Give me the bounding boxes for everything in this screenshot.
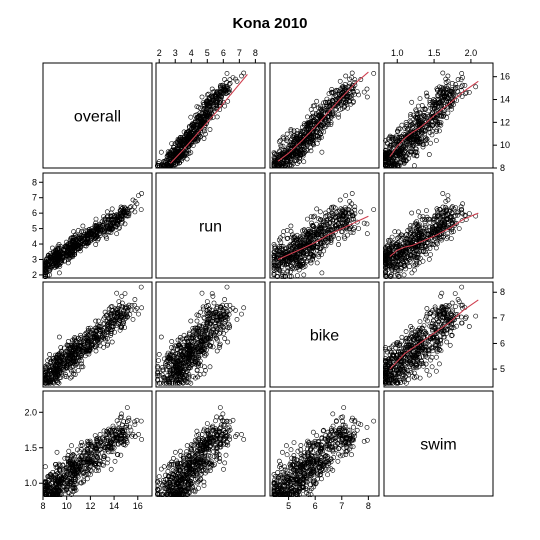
panel-bike-overall xyxy=(42,281,153,388)
data-point xyxy=(204,98,210,104)
data-point xyxy=(220,91,226,97)
data-point xyxy=(171,145,177,150)
data-point xyxy=(194,104,200,109)
data-point xyxy=(208,102,213,108)
data-point xyxy=(194,112,200,117)
data-point xyxy=(199,94,205,100)
data-point xyxy=(218,83,223,88)
data-point xyxy=(169,141,175,146)
data-point xyxy=(164,163,169,169)
data-point xyxy=(186,136,192,141)
data-point xyxy=(224,80,229,85)
panel-overall-bike xyxy=(269,62,380,169)
data-point xyxy=(210,94,216,100)
data-point xyxy=(201,101,206,107)
variable-label-overall: overall xyxy=(74,109,121,126)
panel-frame xyxy=(42,62,153,169)
data-point xyxy=(170,156,176,162)
data-point xyxy=(167,150,173,155)
data-point xyxy=(239,73,244,79)
panel-bike-run xyxy=(155,281,266,388)
panel-run-run: run xyxy=(155,172,266,279)
data-point xyxy=(197,110,203,116)
data-point xyxy=(208,100,214,106)
data-point xyxy=(177,140,183,146)
data-point xyxy=(234,78,240,84)
data-point xyxy=(196,117,202,122)
data-point xyxy=(190,131,195,136)
data-point xyxy=(211,89,217,94)
data-point xyxy=(204,115,210,121)
data-point xyxy=(194,130,200,136)
data-point xyxy=(166,163,172,169)
data-point xyxy=(175,159,181,164)
data-point xyxy=(192,137,198,143)
data-point xyxy=(190,136,195,142)
panel-overall-overall: overall xyxy=(42,62,153,169)
data-point xyxy=(333,87,339,93)
data-point xyxy=(180,140,186,146)
data-point xyxy=(196,128,202,134)
panel-run-bike xyxy=(269,172,380,279)
data-point xyxy=(213,99,219,105)
data-point xyxy=(156,159,162,165)
data-point xyxy=(170,158,176,163)
data-point xyxy=(188,114,194,120)
variable-label-run: run xyxy=(199,219,222,236)
data-point xyxy=(227,77,233,83)
data-point xyxy=(181,129,187,135)
data-point xyxy=(186,133,191,139)
data-point xyxy=(178,146,184,151)
data-point xyxy=(158,149,164,155)
data-point xyxy=(220,88,226,93)
data-point xyxy=(215,91,220,96)
data-point xyxy=(361,89,367,95)
data-point xyxy=(182,138,187,143)
panel-run-overall xyxy=(42,172,153,279)
data-point xyxy=(210,104,216,110)
data-point xyxy=(202,131,208,137)
data-point xyxy=(184,151,190,157)
data-point xyxy=(203,99,209,104)
data-point xyxy=(199,111,205,117)
data-point xyxy=(197,115,203,121)
data-point xyxy=(205,103,211,109)
data-point xyxy=(205,91,211,97)
chart-title: Kona 2010 xyxy=(232,15,307,32)
data-point xyxy=(224,71,230,76)
data-point xyxy=(186,144,192,150)
panel-run-swim xyxy=(383,172,494,279)
data-point xyxy=(207,127,213,132)
data-point xyxy=(186,151,192,156)
data-point xyxy=(162,158,168,164)
smoother-line xyxy=(169,74,248,164)
data-point xyxy=(218,98,224,104)
data-point xyxy=(227,81,233,86)
data-point xyxy=(222,84,228,90)
data-point xyxy=(177,155,183,160)
data-point xyxy=(189,126,194,132)
data-point xyxy=(195,120,201,126)
data-point xyxy=(155,163,160,169)
data-point xyxy=(184,156,190,162)
data-point xyxy=(204,112,209,118)
data-point xyxy=(190,129,196,134)
data-point xyxy=(205,111,210,116)
panel-overall-run xyxy=(155,62,266,169)
data-point xyxy=(169,162,175,168)
data-point xyxy=(214,89,220,94)
data-point xyxy=(214,103,220,108)
data-point xyxy=(200,119,206,125)
data-point xyxy=(197,134,203,140)
panel-overall-swim xyxy=(383,62,494,169)
data-point xyxy=(181,135,187,141)
data-point xyxy=(210,103,216,108)
data-point xyxy=(180,152,186,157)
data-point xyxy=(214,114,220,120)
